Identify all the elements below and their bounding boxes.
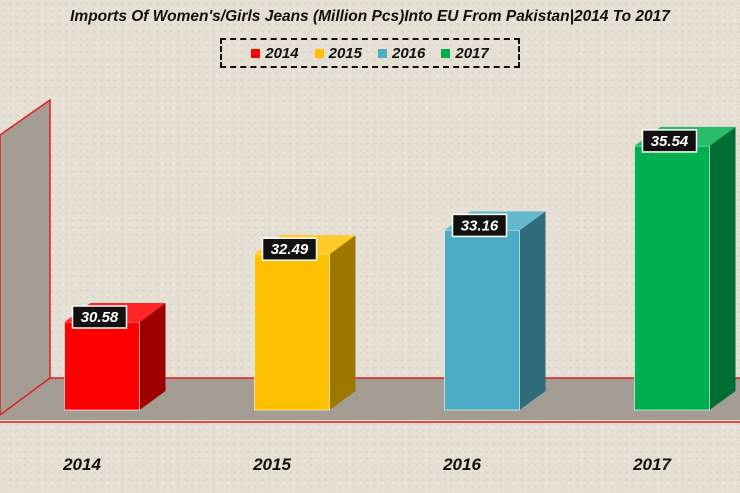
bar-2017-front[interactable] bbox=[634, 145, 710, 411]
legend: 2014 2015 2016 2017 bbox=[220, 38, 520, 68]
floor bbox=[0, 378, 740, 420]
data-label-2014: 30.58 bbox=[81, 309, 119, 326]
data-label-box-2015 bbox=[261, 237, 318, 261]
legend-label-2016: 2016 bbox=[392, 44, 426, 62]
data-label-box-2016 bbox=[451, 213, 508, 238]
legend-label-2014: 2014 bbox=[265, 44, 299, 62]
x-tick-2016: 2016 bbox=[442, 455, 481, 474]
legend-swatch-2015 bbox=[314, 48, 324, 58]
legend-item-2016[interactable]: 2016 bbox=[378, 45, 425, 62]
bars bbox=[64, 126, 736, 411]
bar-2017-side bbox=[709, 126, 736, 411]
bar-2016-side bbox=[519, 211, 546, 410]
bar-2014-front[interactable] bbox=[64, 321, 140, 411]
legend-swatch-2014 bbox=[251, 48, 261, 58]
legend-swatch-2016 bbox=[378, 48, 387, 58]
legend-label-2017: 2017 bbox=[455, 44, 489, 62]
bar-2016-front[interactable] bbox=[444, 229, 520, 411]
legend-swatch-2017 bbox=[441, 48, 451, 58]
data-label-2017: 35.54 bbox=[651, 133, 689, 150]
data-label-box-2014 bbox=[71, 305, 128, 329]
legend-label-2015: 2015 bbox=[328, 44, 362, 62]
x-axis-ticks: 2014 2015 2016 2017 bbox=[62, 455, 672, 474]
legend-item-2014[interactable]: 2014 bbox=[251, 44, 299, 62]
floor-left-edge bbox=[0, 377, 51, 416]
x-tick-2017: 2017 bbox=[632, 455, 672, 474]
x-tick-2014: 2014 bbox=[62, 455, 101, 474]
legend-item-2015[interactable]: 2015 bbox=[314, 44, 362, 62]
bar-2014-side bbox=[139, 303, 166, 410]
data-label-2016: 33.16 bbox=[461, 217, 499, 234]
data-label-box-2017 bbox=[641, 129, 698, 153]
back-wall bbox=[0, 98, 51, 416]
bar-2015-side bbox=[329, 235, 356, 410]
data-labels: 30.58 32.49 33.16 35.54 bbox=[71, 129, 698, 329]
x-tick-2015: 2015 bbox=[252, 455, 291, 474]
bar-2015-front[interactable] bbox=[254, 253, 330, 411]
legend-item-2017[interactable]: 2017 bbox=[441, 44, 489, 62]
data-label-2015: 32.49 bbox=[271, 241, 309, 258]
chart-title: Imports Of Women's/Girls Jeans (Million … bbox=[70, 8, 670, 25]
